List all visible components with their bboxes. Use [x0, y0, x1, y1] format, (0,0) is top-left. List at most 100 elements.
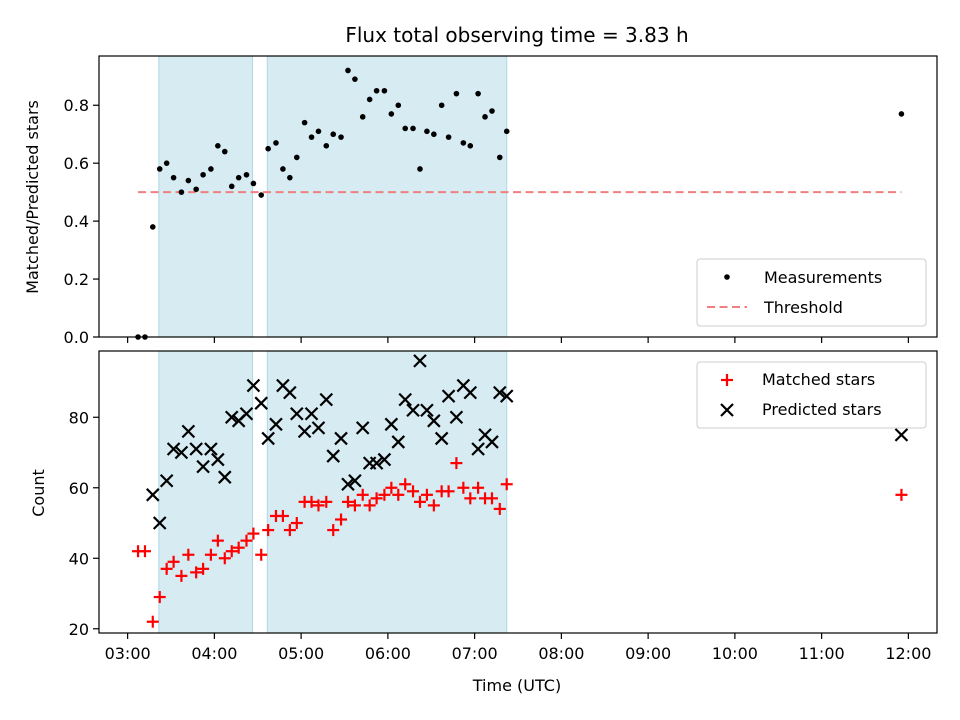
- matched-star-point: [175, 569, 188, 582]
- x-tick-label: 05:00: [278, 644, 324, 663]
- predicted-star-point: [181, 424, 196, 439]
- matched-star-point: [204, 548, 217, 561]
- matched-star-point: [190, 566, 203, 579]
- predicted-star-point: [254, 396, 268, 410]
- matched-star-point: [464, 492, 477, 505]
- y-tick-label: 0.0: [64, 328, 89, 347]
- predicted-star-point: [377, 452, 392, 467]
- matched-star-point: [500, 478, 513, 491]
- measurement-point: [460, 140, 467, 146]
- cross-b: [326, 449, 341, 463]
- measurement-point: [475, 90, 481, 97]
- bottom-legend: Matched stars Predicted stars: [696, 361, 927, 429]
- matched-star-point: [290, 517, 303, 530]
- cross-b: [391, 435, 406, 449]
- cross-b: [348, 473, 362, 488]
- measurement-point: [453, 90, 460, 97]
- x-tick-label: 11:00: [799, 644, 845, 663]
- cross-b: [159, 473, 174, 488]
- cross-b: [478, 428, 492, 442]
- measurement-point: [359, 114, 366, 120]
- cross-b: [239, 406, 254, 421]
- measurement-point: [898, 111, 905, 117]
- measurement-point: [381, 87, 388, 94]
- cross-b: [196, 459, 210, 474]
- measurement-point: [200, 171, 206, 178]
- predicted-star-point: [341, 477, 355, 492]
- top-panel: 0.00.20.40.60.8 Matched/Predicted stars …: [23, 55, 938, 347]
- matched-star-point: [413, 495, 426, 508]
- measurement-point: [366, 96, 373, 103]
- predicted-star-point: [384, 417, 399, 432]
- predicted-star-point: [174, 445, 189, 460]
- top-shaded-regions: [158, 55, 508, 338]
- measurement-point: [185, 177, 192, 184]
- cross-b: [311, 421, 326, 435]
- predicted-star-points: [146, 354, 909, 530]
- measurement-point: [330, 131, 337, 138]
- matched-star-point: [385, 481, 398, 494]
- predicted-star-point: [493, 385, 507, 400]
- cross-b: [152, 516, 167, 530]
- matched-star-point: [457, 481, 470, 494]
- cross-b: [485, 435, 499, 449]
- cross-b: [276, 378, 290, 393]
- cross-b: [441, 389, 456, 403]
- measurement-point: [293, 154, 300, 161]
- matched-star-point: [138, 545, 151, 558]
- predicted-star-point: [348, 473, 362, 488]
- x-tick-label: 04:00: [191, 644, 237, 663]
- y-tick-label: 60: [69, 479, 89, 498]
- matched-star-point: [363, 499, 376, 512]
- predicted-star-point: [218, 470, 232, 484]
- predicted-star-point: [159, 473, 174, 488]
- matched-star-point: [240, 534, 253, 547]
- cross-b: [720, 403, 734, 417]
- x-tick-label: 09:00: [625, 644, 671, 663]
- cross-b: [463, 385, 478, 400]
- cross-b: [434, 431, 449, 446]
- x-tick-label: 03:00: [105, 644, 151, 663]
- predicted-star-point: [224, 410, 239, 425]
- shaded-interval: [266, 55, 508, 338]
- cross-b: [449, 410, 464, 425]
- cross-b: [211, 452, 225, 467]
- measurement-point: [445, 134, 452, 140]
- cross-b: [427, 414, 441, 428]
- cross-b: [269, 417, 283, 432]
- predicted-star-point: [211, 452, 225, 467]
- predicted-star-point: [319, 392, 334, 407]
- x-tick-label: 12:00: [885, 644, 931, 663]
- matched-star-point: [232, 541, 245, 554]
- predicted-star-point: [166, 442, 181, 456]
- measurement-point: [170, 174, 177, 181]
- matched-star-point: [276, 509, 289, 522]
- measurement-point: [265, 145, 271, 152]
- predicted-star-point: [146, 488, 160, 502]
- y-tick-label: 20: [69, 620, 89, 639]
- measurement-point: [315, 128, 322, 135]
- cross-b: [261, 431, 275, 446]
- legend-matched-label: Matched stars: [762, 370, 875, 389]
- predicted-star-point: [311, 421, 326, 435]
- cross-b: [493, 385, 507, 400]
- measurement-point: [402, 125, 409, 132]
- predicted-star-point: [369, 456, 384, 470]
- cross-b: [304, 406, 319, 421]
- measurement-point: [410, 125, 416, 132]
- cross-b: [254, 396, 268, 410]
- matched-star-point: [420, 488, 433, 501]
- cross-b: [369, 456, 384, 470]
- predicted-star-point: [427, 414, 441, 428]
- matched-star-point: [146, 615, 159, 628]
- matched-star-point: [493, 502, 506, 515]
- x-tick-label: 07:00: [452, 644, 498, 663]
- legend-plus: [721, 374, 733, 386]
- cross-b: [355, 421, 370, 435]
- measurement-point: [250, 180, 257, 187]
- predicted-star-point: [463, 385, 478, 400]
- matched-star-point: [218, 552, 231, 565]
- bottom-axes-frame: [98, 350, 938, 634]
- cross-b: [384, 417, 399, 432]
